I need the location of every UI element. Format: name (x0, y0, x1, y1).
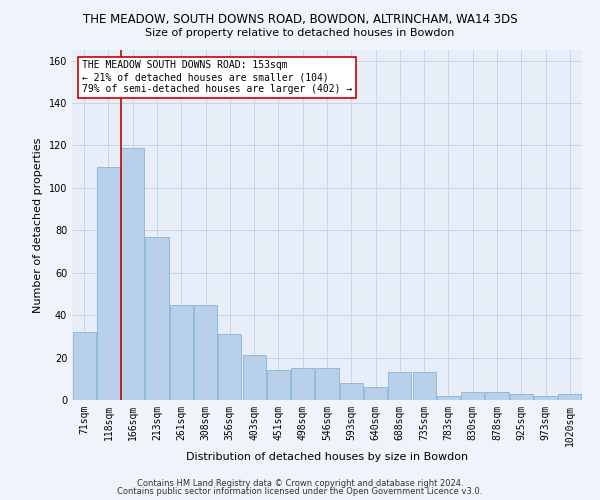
Bar (145, 236, 169, 400)
Bar (73, 332, 95, 400)
Bar (97, 166, 120, 400)
Bar (413, 372, 436, 400)
Bar (485, 392, 509, 400)
Bar (364, 388, 387, 400)
Text: THE MEADOW, SOUTH DOWNS ROAD, BOWDON, ALTRINCHAM, WA14 3DS: THE MEADOW, SOUTH DOWNS ROAD, BOWDON, AL… (83, 12, 517, 26)
Bar (388, 372, 412, 400)
Bar (267, 370, 290, 400)
Text: Size of property relative to detached houses in Bowdon: Size of property relative to detached ho… (145, 28, 455, 38)
Text: THE MEADOW SOUTH DOWNS ROAD: 153sqm
← 21% of detached houses are smaller (104)
7: THE MEADOW SOUTH DOWNS ROAD: 153sqm ← 21… (82, 60, 352, 94)
Bar (218, 334, 241, 400)
Bar (242, 356, 266, 400)
Bar (461, 392, 484, 400)
Bar (316, 368, 338, 400)
Y-axis label: Number of detached properties: Number of detached properties (33, 138, 43, 312)
Bar (559, 394, 581, 400)
Text: Contains public sector information licensed under the Open Government Licence v3: Contains public sector information licen… (118, 487, 482, 496)
Bar (194, 304, 217, 400)
Bar (340, 383, 363, 400)
Bar (291, 368, 314, 400)
Text: Contains HM Land Registry data © Crown copyright and database right 2024.: Contains HM Land Registry data © Crown c… (137, 478, 463, 488)
Bar (510, 394, 533, 400)
Bar (534, 396, 557, 400)
X-axis label: Distribution of detached houses by size in Bowdon: Distribution of detached houses by size … (186, 452, 468, 462)
Bar (121, 148, 144, 400)
Bar (170, 304, 193, 400)
Bar (437, 396, 460, 400)
